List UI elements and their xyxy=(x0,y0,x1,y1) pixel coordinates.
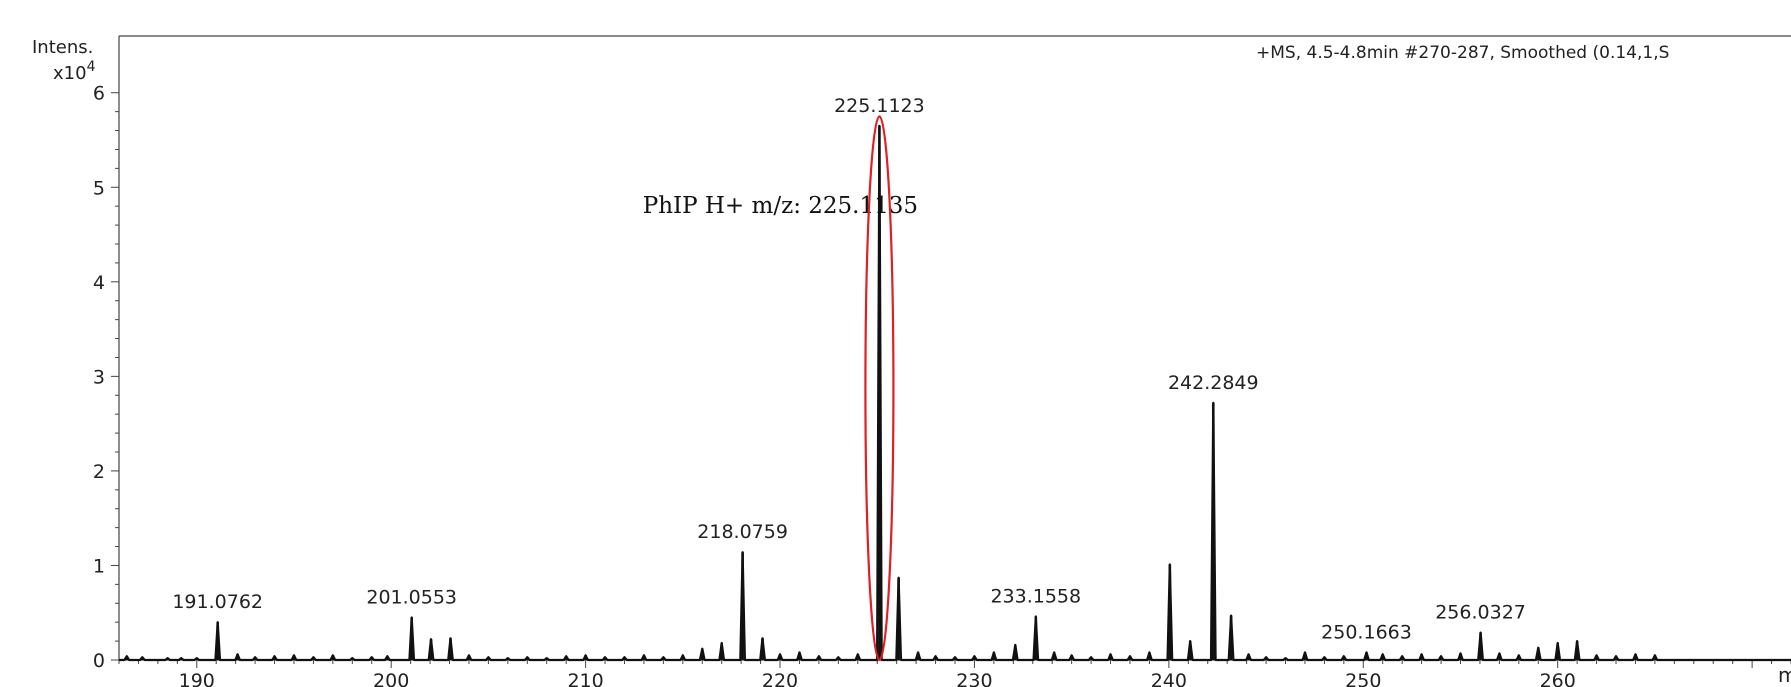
y-tick-label: 0 xyxy=(93,650,105,672)
y-tick-label: 2 xyxy=(93,461,105,483)
spectrum-line xyxy=(119,124,1791,662)
peak-label: 242.2849 xyxy=(1168,372,1259,394)
chart-ticks: 0 1 2 3 4 5 6 190 200 210 220 230 240 250 260 xyxy=(93,83,1791,687)
y-tick-label: 4 xyxy=(93,272,105,294)
x-tick-label: 250 xyxy=(1345,670,1381,687)
x-tick-label: 200 xyxy=(373,670,409,687)
x-tick-label: 220 xyxy=(762,670,798,687)
peak-label: 225.1123 xyxy=(834,95,925,117)
chart-axes xyxy=(118,35,1791,661)
y-tick-label: 1 xyxy=(93,555,105,577)
y-axis-title: Intens. xyxy=(32,37,93,58)
y-tick-label: 5 xyxy=(93,177,105,199)
phip-annotation: PhIP H+ m/z: 225.1135 xyxy=(643,193,918,219)
y-axis-scale-exponent: 4 xyxy=(87,59,96,75)
x-tick-label: 230 xyxy=(956,670,992,687)
peak-label: 256.0327 xyxy=(1435,602,1526,624)
y-tick-label: 3 xyxy=(93,366,105,388)
peak-label: 201.0553 xyxy=(366,586,457,608)
peak-label: 218.0759 xyxy=(697,521,788,543)
y-axis-scale-base: x10 xyxy=(53,63,87,84)
highlight-ellipse xyxy=(864,115,895,662)
peak-label: 233.1558 xyxy=(990,586,1081,608)
peak-labels: 191.0762 201.0553 218.0759 225.1123 233.1558… xyxy=(172,95,1526,644)
y-axis-scale: x104 xyxy=(53,59,96,84)
y-tick-label: 6 xyxy=(93,83,105,105)
x-axis-title: m xyxy=(1778,663,1791,687)
peak-label: 191.0762 xyxy=(172,591,263,613)
x-tick-label: 240 xyxy=(1151,670,1187,687)
spectrum-trace xyxy=(119,124,1791,662)
x-tick-label: 260 xyxy=(1540,670,1576,687)
chart-title: +MS, 4.5-4.8min #270-287, Smoothed (0.14… xyxy=(1256,43,1669,63)
x-tick-label: 210 xyxy=(567,670,603,687)
x-tick-label: 190 xyxy=(179,670,215,687)
peak-label: 250.1663 xyxy=(1321,621,1412,643)
